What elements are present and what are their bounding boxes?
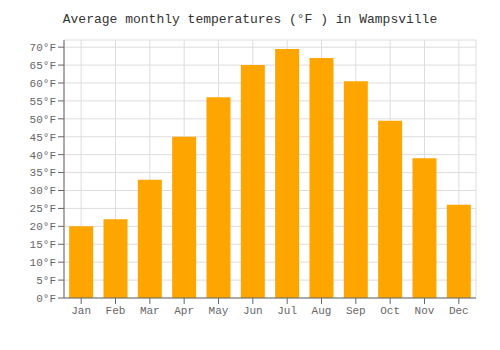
- svg-text:20°F: 20°F: [30, 221, 56, 233]
- svg-text:Nov: Nov: [415, 305, 435, 317]
- svg-text:40°F: 40°F: [30, 150, 56, 162]
- svg-text:35°F: 35°F: [30, 167, 56, 179]
- svg-text:70°F: 70°F: [30, 42, 56, 54]
- svg-text:65°F: 65°F: [30, 60, 56, 72]
- svg-text:Jun: Jun: [243, 305, 263, 317]
- svg-text:Dec: Dec: [449, 305, 469, 317]
- svg-text:10°F: 10°F: [30, 257, 56, 269]
- html-text:Average monthly temperatures (: Average monthly temperatures (°F ) in Wa…: [62, 12, 438, 27]
- svg-text:Sep: Sep: [346, 305, 366, 317]
- svg-text:May: May: [209, 305, 229, 317]
- svg-text:Jan: Jan: [71, 305, 91, 317]
- svg-text:Mar: Mar: [140, 305, 160, 317]
- svg-text:Aug: Aug: [312, 305, 332, 317]
- svg-text:Jul: Jul: [277, 305, 297, 317]
- svg-text:45°F: 45°F: [30, 132, 56, 144]
- svg-text:25°F: 25°F: [30, 203, 56, 215]
- svg-text:15°F: 15°F: [30, 239, 56, 251]
- svg-text:Feb: Feb: [106, 305, 126, 317]
- svg-text:60°F: 60°F: [30, 78, 56, 90]
- svg-text:50°F: 50°F: [30, 114, 56, 126]
- svg-text:0°F: 0°F: [36, 293, 56, 305]
- svg-text:30°F: 30°F: [30, 185, 56, 197]
- svg-text:5°F: 5°F: [36, 275, 56, 287]
- svg-text:Oct: Oct: [380, 305, 400, 317]
- svg-text:Apr: Apr: [174, 305, 194, 317]
- svg-text:55°F: 55°F: [30, 96, 56, 108]
